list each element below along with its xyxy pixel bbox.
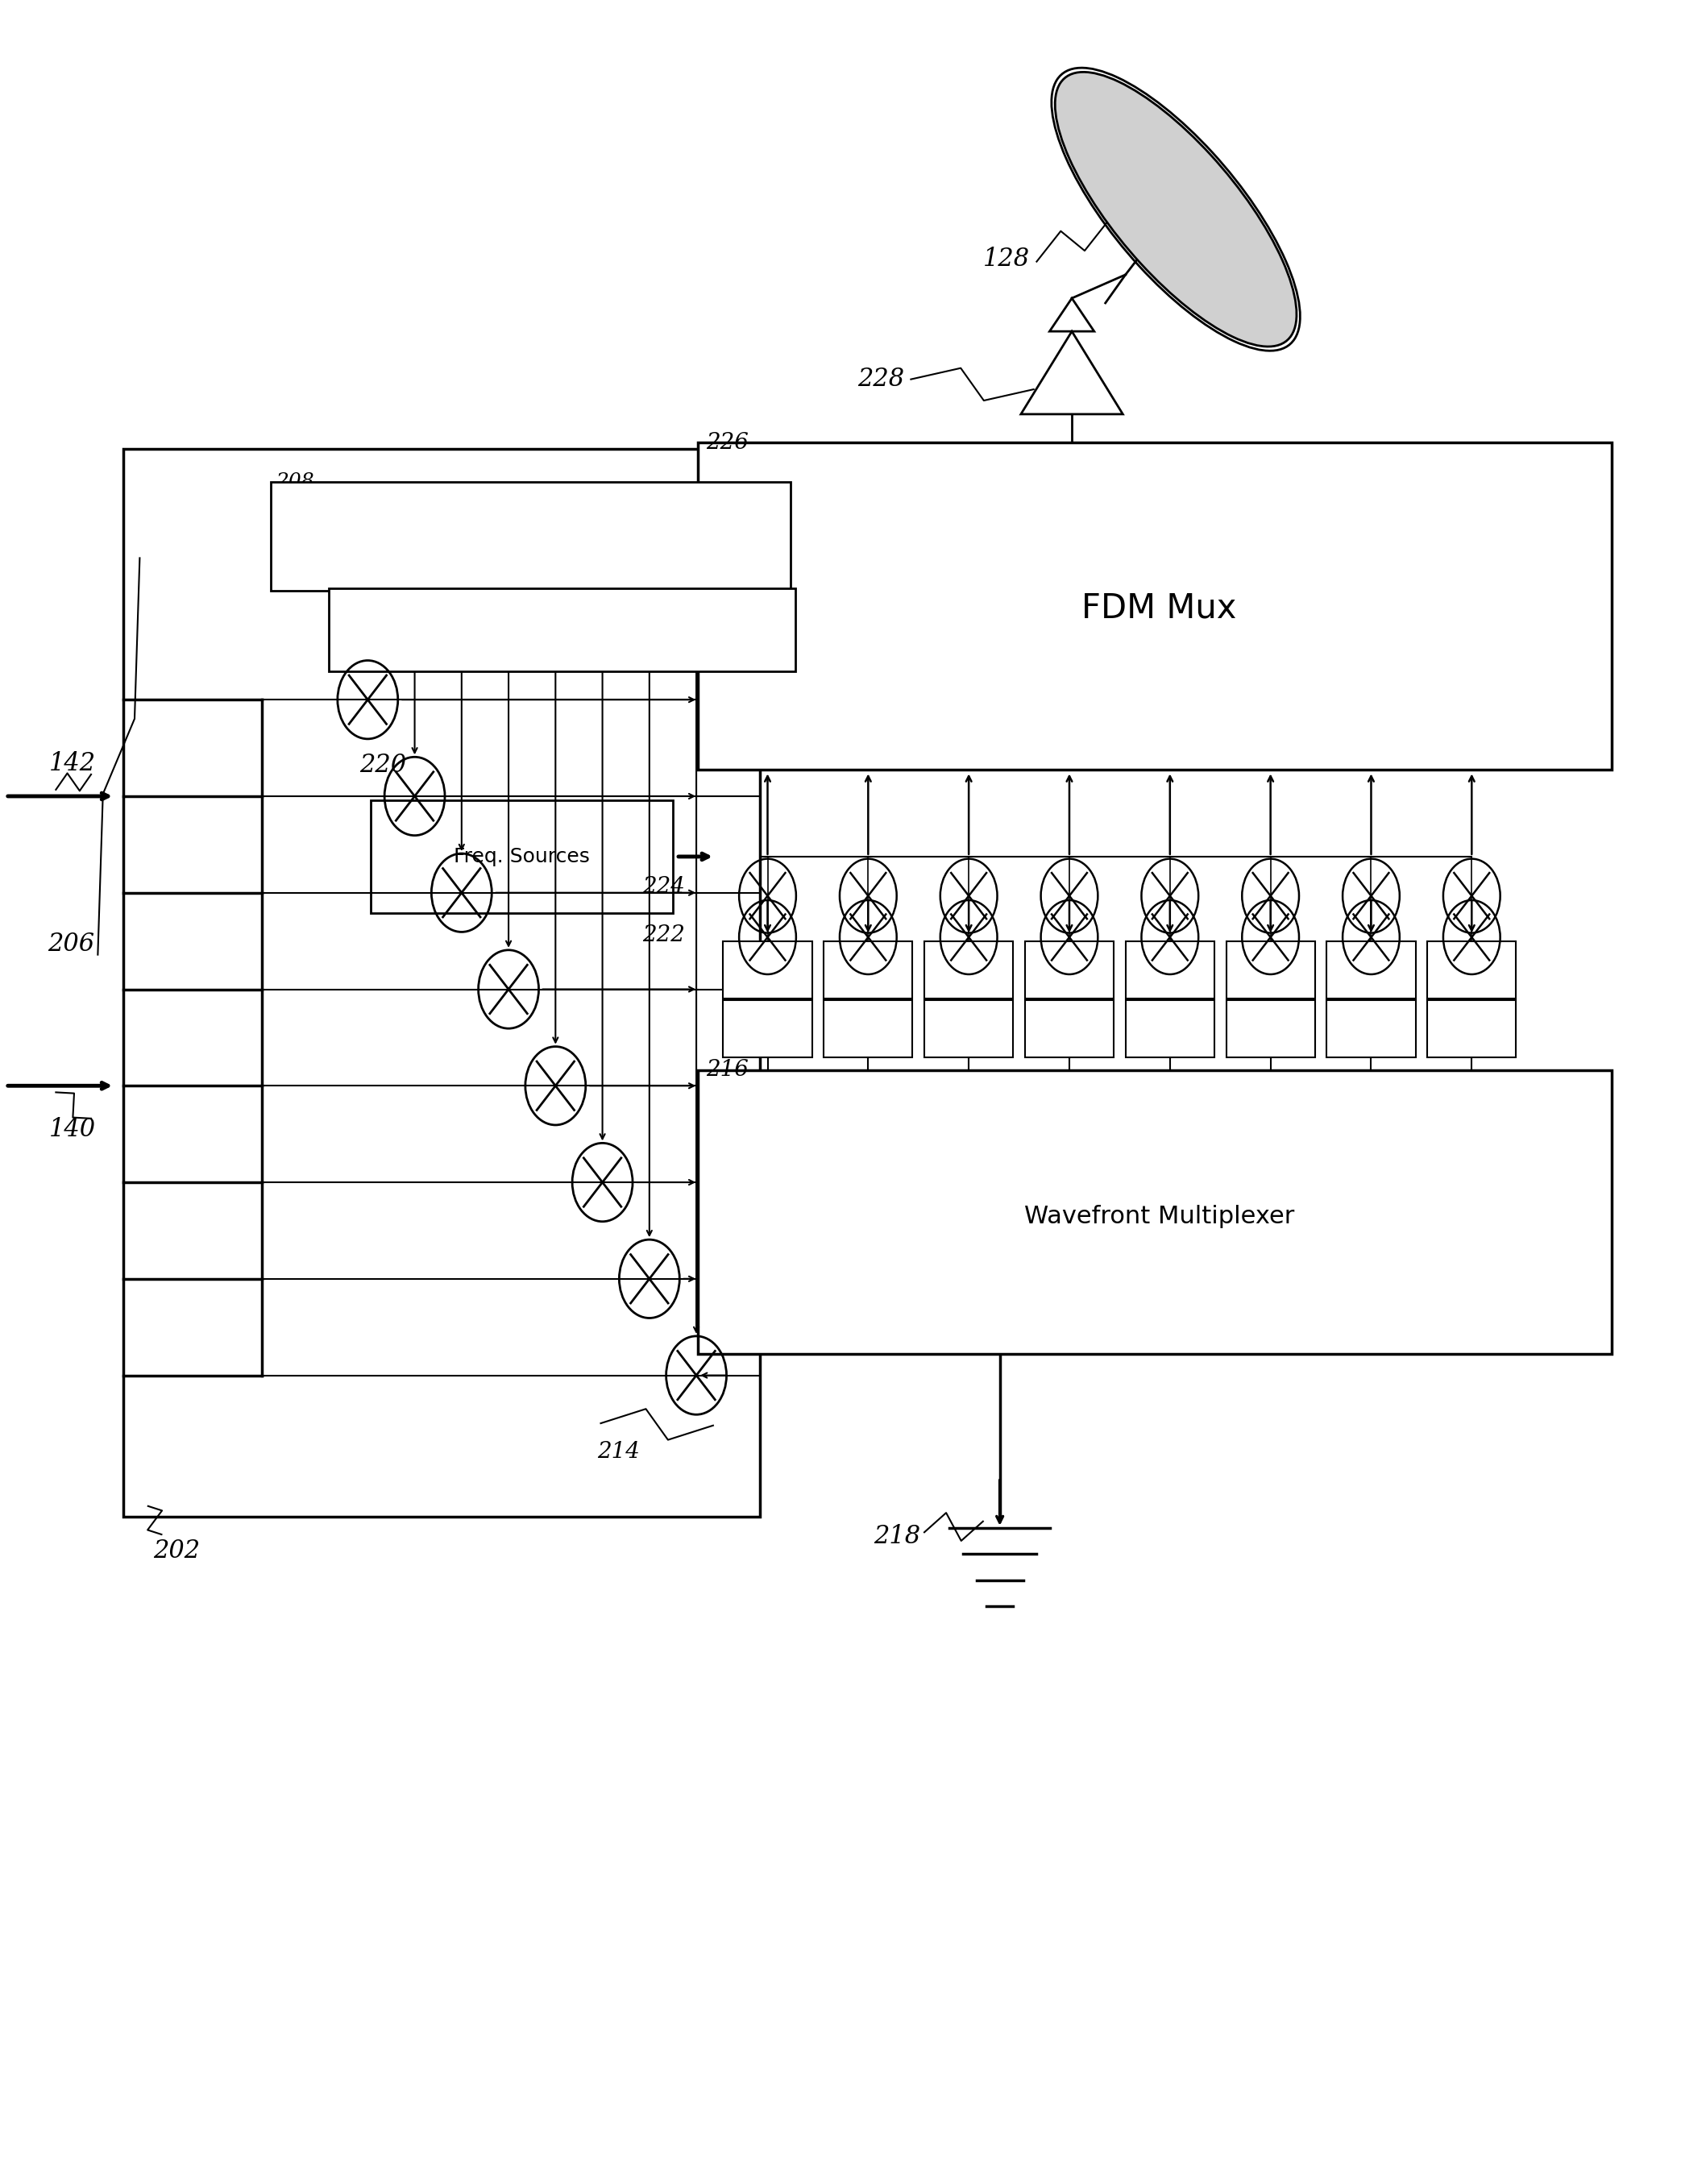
Bar [1225,941,1315,998]
Text: D/A: D/A [1057,963,1081,976]
Bar [1326,941,1415,998]
Text: 220: 220 [360,753,407,778]
Text: 202: 202 [153,1540,200,1564]
Text: D/A: D/A [1259,963,1283,976]
Text: 224: 224 [642,876,684,898]
Text: D/A: D/A [1259,1022,1283,1035]
Text: 128: 128 [983,247,1030,273]
Bar [1427,1000,1516,1057]
Bar [698,443,1612,769]
Text: 142: 142 [49,751,96,775]
Text: D/A: D/A [1459,963,1484,976]
Text: D/A: D/A [1158,963,1182,976]
Bar [123,450,760,1518]
Bar [925,941,1014,998]
Bar [1427,941,1516,998]
Bar [1126,1000,1214,1057]
Bar [1225,1000,1315,1057]
Bar [1025,1000,1115,1057]
Text: 222: 222 [642,924,684,946]
Bar [271,483,790,590]
Bar [698,1070,1612,1354]
Text: D/A: D/A [1358,963,1383,976]
Text: 208: 208 [276,472,314,491]
Bar [1326,1000,1415,1057]
Text: 204: 204 [335,577,373,594]
Text: 226: 226 [706,432,750,454]
Bar [1126,941,1214,998]
Text: FDM Mux: FDM Mux [1081,592,1237,625]
Text: D/A: D/A [1057,1022,1081,1035]
Text: D/A: D/A [956,963,980,976]
Text: D/A: D/A [1358,1022,1383,1035]
Text: BWV 1: BWV 1 [459,618,533,642]
Text: D/A: D/A [856,1022,881,1035]
Text: D/A: D/A [755,1022,780,1035]
Text: BWV 2: BWV 2 [452,524,526,548]
Text: 228: 228 [857,367,904,391]
Text: Wavefront Multiplexer: Wavefront Multiplexer [1024,1206,1294,1227]
Bar [372,799,672,913]
Text: Freq. Sources: Freq. Sources [454,847,590,867]
Text: 140: 140 [49,1116,96,1142]
Bar [329,587,795,670]
Text: 206: 206 [47,930,94,957]
Text: D/A: D/A [1459,1022,1484,1035]
Text: 216: 216 [706,1059,750,1081]
Bar [824,941,913,998]
Text: D/A: D/A [755,963,780,976]
Bar [723,941,812,998]
Text: D/A: D/A [956,1022,980,1035]
Bar [723,1000,812,1057]
Text: 214: 214 [597,1441,640,1463]
Bar [824,1000,913,1057]
Text: D/A: D/A [1158,1022,1182,1035]
Bar [925,1000,1014,1057]
Ellipse shape [1056,72,1296,347]
Bar [1025,941,1115,998]
Text: 218: 218 [874,1524,921,1548]
Text: D/A: D/A [856,963,881,976]
